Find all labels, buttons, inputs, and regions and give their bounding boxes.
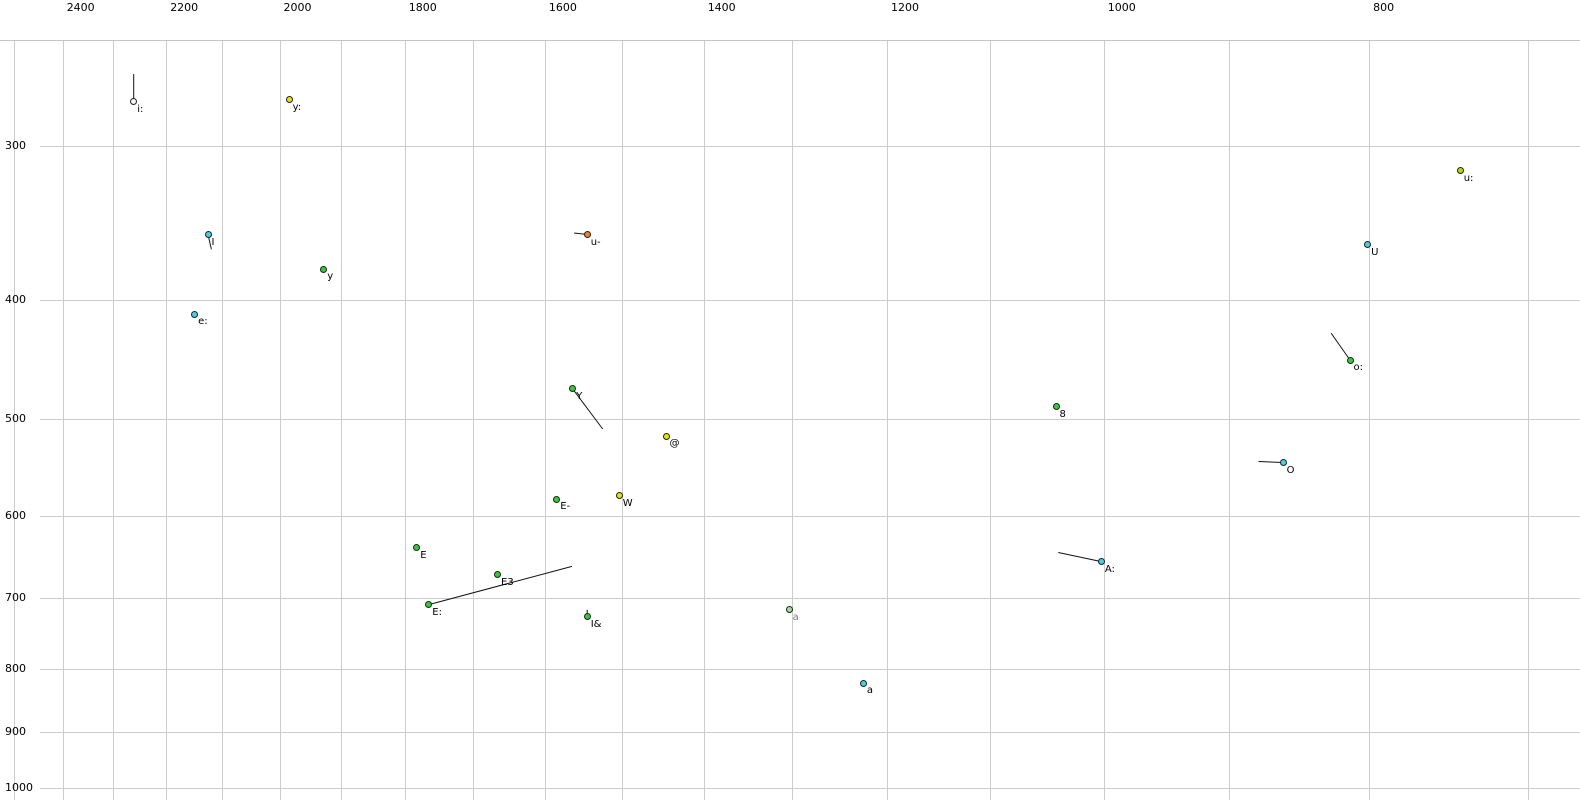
y-tick-label: 300 — [5, 139, 26, 153]
x-gridline — [621, 40, 623, 800]
data-point — [785, 606, 793, 614]
x-tick-label: 1200 — [891, 1, 919, 14]
y-gridline — [40, 299, 1580, 301]
point-label: A: — [1104, 563, 1115, 575]
data-point — [285, 96, 293, 104]
data-point — [320, 265, 328, 273]
data-point — [1346, 356, 1354, 364]
x-gridline — [472, 40, 474, 800]
data-point — [413, 544, 421, 551]
data-point — [204, 231, 212, 238]
x-gridline — [113, 40, 115, 800]
data-point — [1052, 403, 1060, 411]
x-tick-label: 2000 — [283, 1, 312, 14]
x-tick-label: 2400 — [66, 1, 95, 14]
y-gridline — [40, 515, 1580, 517]
y-tick-label: 900 — [5, 724, 26, 738]
trajectory-line — [1058, 552, 1102, 563]
y-tick-label: 700 — [5, 590, 26, 604]
point-label: Y — [576, 390, 583, 402]
x-gridline — [221, 40, 223, 800]
data-point — [1456, 167, 1464, 175]
data-point — [569, 385, 577, 393]
point-label: y: — [292, 101, 302, 113]
x-gridline — [703, 40, 705, 800]
point-label: u- — [590, 236, 601, 248]
x-gridline — [1103, 40, 1105, 800]
point-label: a — [792, 611, 799, 623]
point-label: 8 — [1059, 408, 1066, 420]
point-label: u: — [1463, 172, 1474, 184]
point-label: E — [420, 549, 427, 561]
y-gridline — [40, 787, 1580, 789]
y-tick-label: 400 — [5, 292, 26, 306]
x-gridline — [791, 40, 793, 800]
y-gridline — [40, 146, 1580, 148]
point-label: a — [866, 685, 874, 697]
x-gridline — [1369, 40, 1371, 800]
x-tick-label: 800 — [1373, 1, 1395, 14]
y-tick-label: 1000 — [5, 780, 33, 794]
x-gridline — [1229, 40, 1231, 800]
x-tick-label: 1400 — [707, 1, 736, 14]
data-point — [425, 601, 433, 609]
point-label: O — [1286, 464, 1295, 476]
data-point — [1279, 459, 1287, 466]
point-label: E: — [432, 606, 442, 618]
trajectory-line — [1330, 332, 1351, 361]
point-label: W — [622, 497, 633, 509]
point-label: I — [211, 236, 215, 248]
axis-border-top — [0, 40, 1580, 41]
x-gridline — [887, 40, 888, 800]
x-tick-label: 1600 — [548, 1, 577, 14]
x-tick-label: 2200 — [170, 1, 199, 14]
point-label: y — [327, 271, 334, 283]
point-label: i: — [137, 103, 144, 115]
point-label: I& — [590, 618, 602, 630]
data-point — [1364, 241, 1372, 249]
point-label: e: — [198, 316, 208, 327]
data-point — [583, 231, 591, 238]
data-point — [191, 310, 199, 318]
x-gridline — [14, 40, 16, 800]
y-tick-label: 500 — [5, 411, 26, 425]
y-gridline — [40, 669, 1580, 670]
point-label: @ — [669, 438, 680, 450]
data-point — [662, 432, 670, 440]
data-point — [1097, 558, 1105, 566]
y-gridline — [40, 731, 1580, 733]
y-gridline — [40, 418, 1580, 420]
point-label: U — [1371, 246, 1379, 258]
x-gridline — [62, 40, 64, 800]
x-tick-label: 1800 — [408, 1, 437, 14]
x-gridline — [1527, 40, 1529, 800]
x-gridline — [279, 40, 281, 800]
x-gridline — [404, 40, 406, 800]
x-gridline — [544, 40, 546, 800]
point-label: E- — [560, 501, 571, 513]
y-gridline — [40, 597, 1580, 599]
x-gridline — [166, 40, 168, 800]
y-tick-label: 600 — [5, 508, 26, 522]
x-gridline — [990, 40, 992, 800]
data-point — [494, 571, 501, 578]
y-tick-label: 800 — [5, 662, 26, 675]
point-label: E3 — [501, 576, 514, 588]
data-point — [583, 613, 591, 620]
data-point — [615, 492, 623, 500]
point-label: o: — [1353, 362, 1364, 373]
data-point — [130, 98, 138, 106]
x-tick-label: 1000 — [1107, 1, 1136, 14]
data-point — [859, 679, 867, 687]
x-gridline — [340, 40, 342, 800]
data-point — [553, 495, 561, 503]
